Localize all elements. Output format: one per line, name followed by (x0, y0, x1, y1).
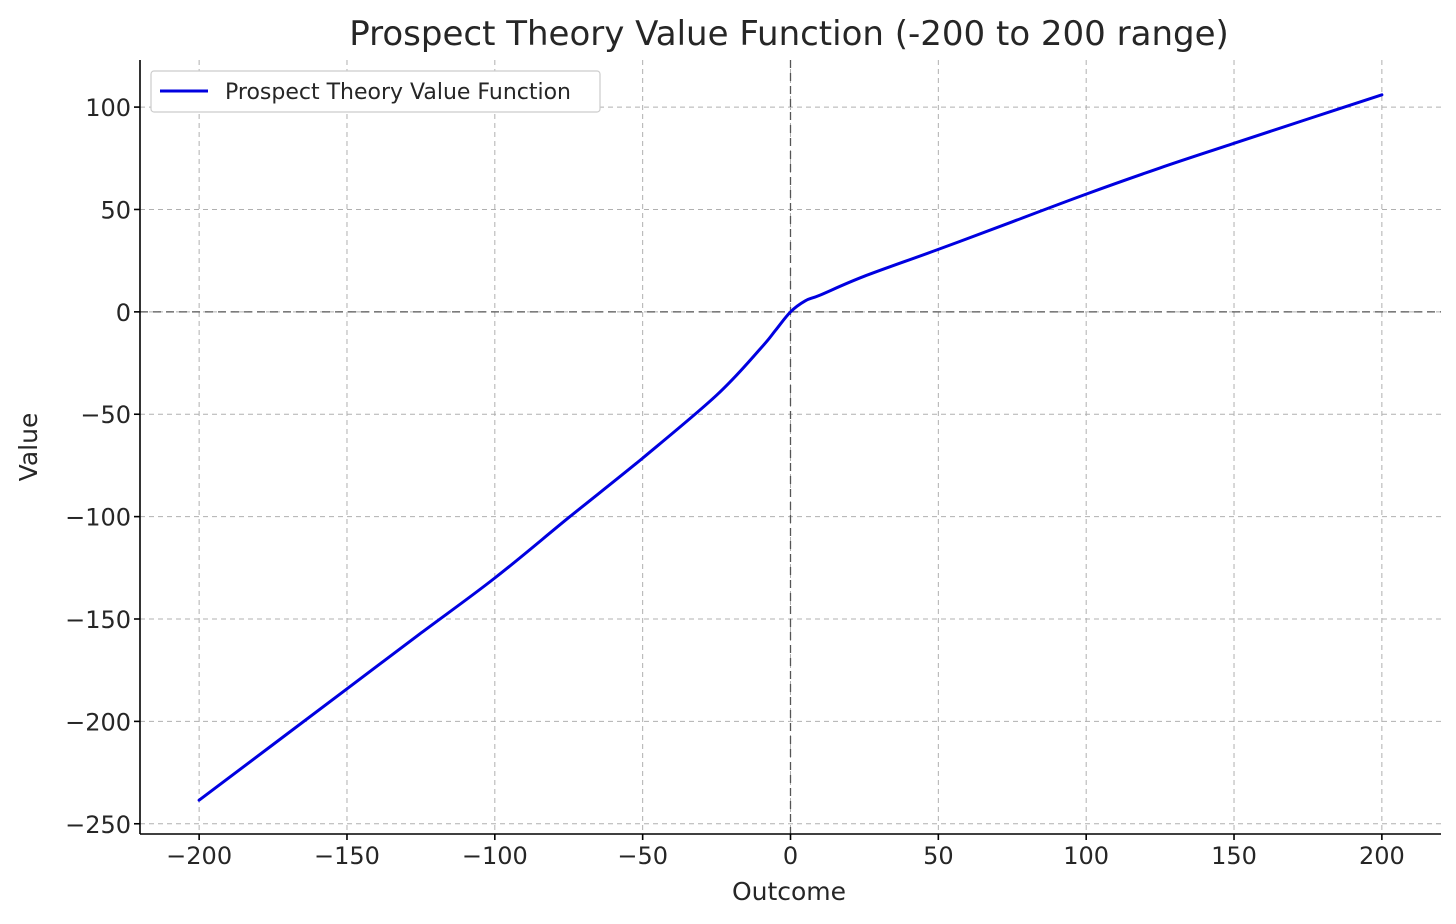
series-layer (197, 93, 1384, 802)
x-tick-label: 150 (1211, 842, 1257, 870)
x-tick-labels: −200 −150 −100 −50 0 50 100 150 200 (166, 842, 1405, 870)
x-tick-label: −50 (617, 842, 668, 870)
series-line (197, 93, 1384, 802)
y-tick-label: 100 (85, 94, 131, 122)
y-tick-label: 50 (100, 196, 131, 224)
legend-box (150, 70, 601, 113)
legend-label: Prospect Theory Value Function (225, 80, 571, 105)
x-tick-label: −150 (314, 842, 380, 870)
y-tick-label: 0 (116, 299, 131, 327)
x-axis-label: Outcome (732, 877, 846, 906)
x-tick-label: 0 (783, 842, 798, 870)
y-tick-label: −50 (80, 401, 131, 429)
y-tick-labels: −250 −200 −150 −100 −50 0 50 100 (65, 94, 131, 839)
y-tick-label: −250 (65, 811, 131, 839)
chart-title: Prospect Theory Value Function (-200 to … (349, 14, 1229, 54)
x-tick-label: 200 (1359, 842, 1405, 870)
legend: Prospect Theory Value Function (150, 70, 601, 113)
y-tick-label: −200 (65, 708, 131, 736)
y-axis-label: Value (14, 413, 43, 482)
x-tick-label: −200 (166, 842, 232, 870)
axes (134, 60, 1441, 840)
y-tick-label: −150 (65, 606, 131, 634)
x-tick-label: −100 (462, 842, 528, 870)
x-tick-label: 50 (923, 842, 954, 870)
y-tick-label: −100 (65, 504, 131, 532)
x-tick-label: 100 (1063, 842, 1109, 870)
